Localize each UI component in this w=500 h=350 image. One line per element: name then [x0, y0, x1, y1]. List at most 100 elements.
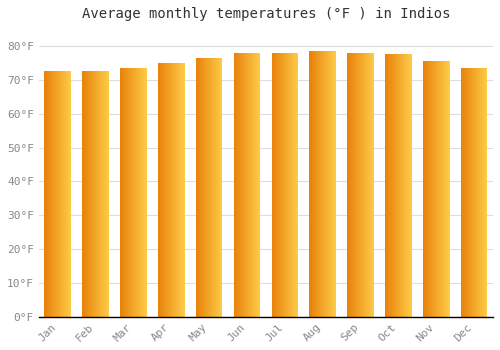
Bar [61, 71, 62, 317]
Bar [128, 68, 129, 317]
Bar [247, 53, 248, 317]
Bar [164, 63, 165, 317]
Bar [162, 63, 163, 317]
Bar [322, 51, 324, 317]
Bar [172, 63, 173, 317]
Bar [367, 53, 368, 317]
Bar [70, 71, 71, 317]
Bar [126, 68, 127, 317]
Bar [354, 53, 356, 317]
Bar [200, 58, 201, 317]
Bar [407, 55, 408, 317]
Bar [207, 58, 208, 317]
Bar [88, 71, 90, 317]
Bar [137, 68, 138, 317]
Bar [327, 51, 328, 317]
Bar [282, 53, 284, 317]
Bar [332, 51, 333, 317]
Bar [82, 71, 83, 317]
Bar [469, 68, 470, 317]
Bar [365, 53, 366, 317]
Bar [462, 68, 463, 317]
Bar [477, 68, 478, 317]
Bar [160, 63, 162, 317]
Bar [330, 51, 331, 317]
Bar [484, 68, 485, 317]
Bar [293, 53, 294, 317]
Bar [426, 61, 427, 317]
Bar [398, 55, 399, 317]
Bar [310, 51, 311, 317]
Bar [136, 68, 137, 317]
Bar [373, 53, 374, 317]
Bar [236, 53, 237, 317]
Bar [92, 71, 93, 317]
Bar [141, 68, 142, 317]
Bar [65, 71, 66, 317]
Bar [199, 58, 200, 317]
Bar [434, 61, 436, 317]
Bar [396, 55, 397, 317]
Bar [404, 55, 405, 317]
Bar [471, 68, 472, 317]
Bar [48, 71, 50, 317]
Bar [352, 53, 353, 317]
Bar [482, 68, 483, 317]
Bar [131, 68, 132, 317]
Bar [441, 61, 442, 317]
Bar [63, 71, 64, 317]
Bar [461, 68, 462, 317]
Bar [257, 53, 258, 317]
Bar [357, 53, 358, 317]
Bar [235, 53, 236, 317]
Bar [95, 71, 96, 317]
Bar [51, 71, 52, 317]
Bar [273, 53, 274, 317]
Bar [369, 53, 370, 317]
Bar [250, 53, 251, 317]
Bar [446, 61, 447, 317]
Bar [466, 68, 468, 317]
Bar [59, 71, 60, 317]
Bar [66, 71, 68, 317]
Bar [181, 63, 182, 317]
Bar [46, 71, 47, 317]
Bar [467, 68, 468, 317]
Bar [47, 71, 48, 317]
Bar [323, 51, 324, 317]
Bar [325, 51, 326, 317]
Bar [359, 53, 360, 317]
Bar [202, 58, 203, 317]
Bar [329, 51, 330, 317]
Bar [405, 55, 406, 317]
Bar [120, 68, 121, 317]
Bar [173, 63, 174, 317]
Bar [208, 58, 209, 317]
Bar [433, 61, 434, 317]
Bar [428, 61, 429, 317]
Bar [161, 63, 162, 317]
Bar [213, 58, 214, 317]
Bar [312, 51, 313, 317]
Bar [138, 68, 140, 317]
Bar [402, 55, 403, 317]
Bar [290, 53, 292, 317]
Bar [201, 58, 202, 317]
Bar [64, 71, 65, 317]
Bar [468, 68, 469, 317]
Bar [50, 71, 51, 317]
Bar [140, 68, 141, 317]
Bar [54, 71, 55, 317]
Bar [317, 51, 318, 317]
Bar [481, 68, 482, 317]
Bar [91, 71, 92, 317]
Bar [486, 68, 487, 317]
Bar [272, 53, 273, 317]
Bar [215, 58, 216, 317]
Bar [277, 53, 278, 317]
Bar [55, 71, 56, 317]
Bar [134, 68, 135, 317]
Bar [288, 53, 289, 317]
Bar [324, 51, 325, 317]
Bar [159, 63, 160, 317]
